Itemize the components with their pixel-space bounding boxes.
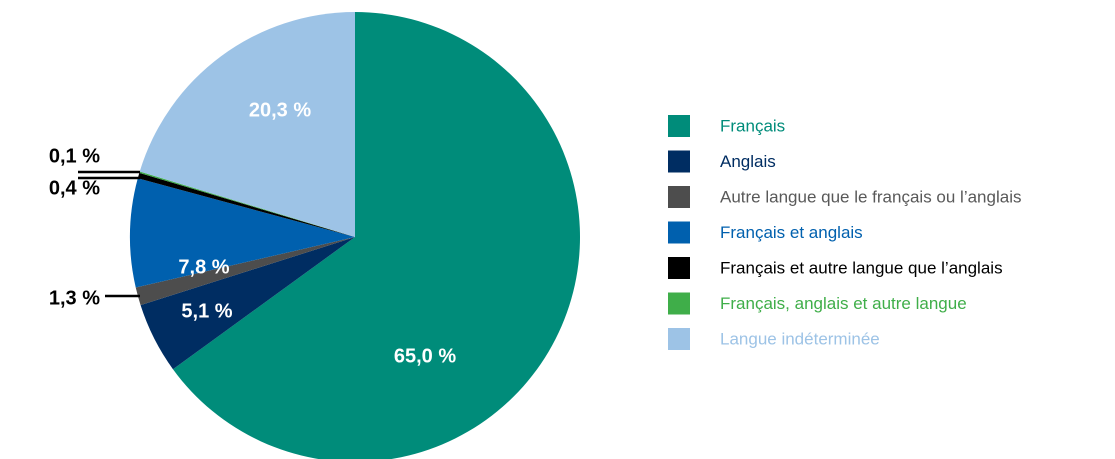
legend-swatch [668,328,690,350]
legend-label: Anglais [720,152,776,171]
data-label: 7,8 % [178,256,229,278]
data-label: 65,0 % [394,345,456,367]
legend-swatch [668,150,690,173]
legend-label: Français, anglais et autre langue [720,294,967,313]
legend-label: Langue indéterminée [720,329,880,348]
pie-slice [137,172,355,237]
pie-slice [135,237,355,306]
pie-slice [129,178,355,288]
data-label: 0,1 % [49,145,100,167]
legend-label: Français et anglais [720,223,863,242]
legend-swatch [668,115,690,137]
pie-slice [172,12,580,459]
data-label: 20,3 % [249,99,311,121]
legend-swatch [668,257,690,279]
data-label: 0,4 % [49,177,100,199]
legend-label: Autre langue que le français ou l’anglai… [720,187,1021,206]
data-label: 5,1 % [181,300,232,322]
legend-swatch [668,186,690,208]
pie-slice [139,12,355,237]
legend-label: Français et autre langue que l’anglais [720,258,1003,277]
legend-swatch [668,292,690,315]
pie-slice [139,171,355,237]
legend-swatch [668,221,690,244]
legend-label: Français [720,116,785,135]
data-label: 1,3 % [49,287,100,309]
pie-slice [140,237,355,370]
